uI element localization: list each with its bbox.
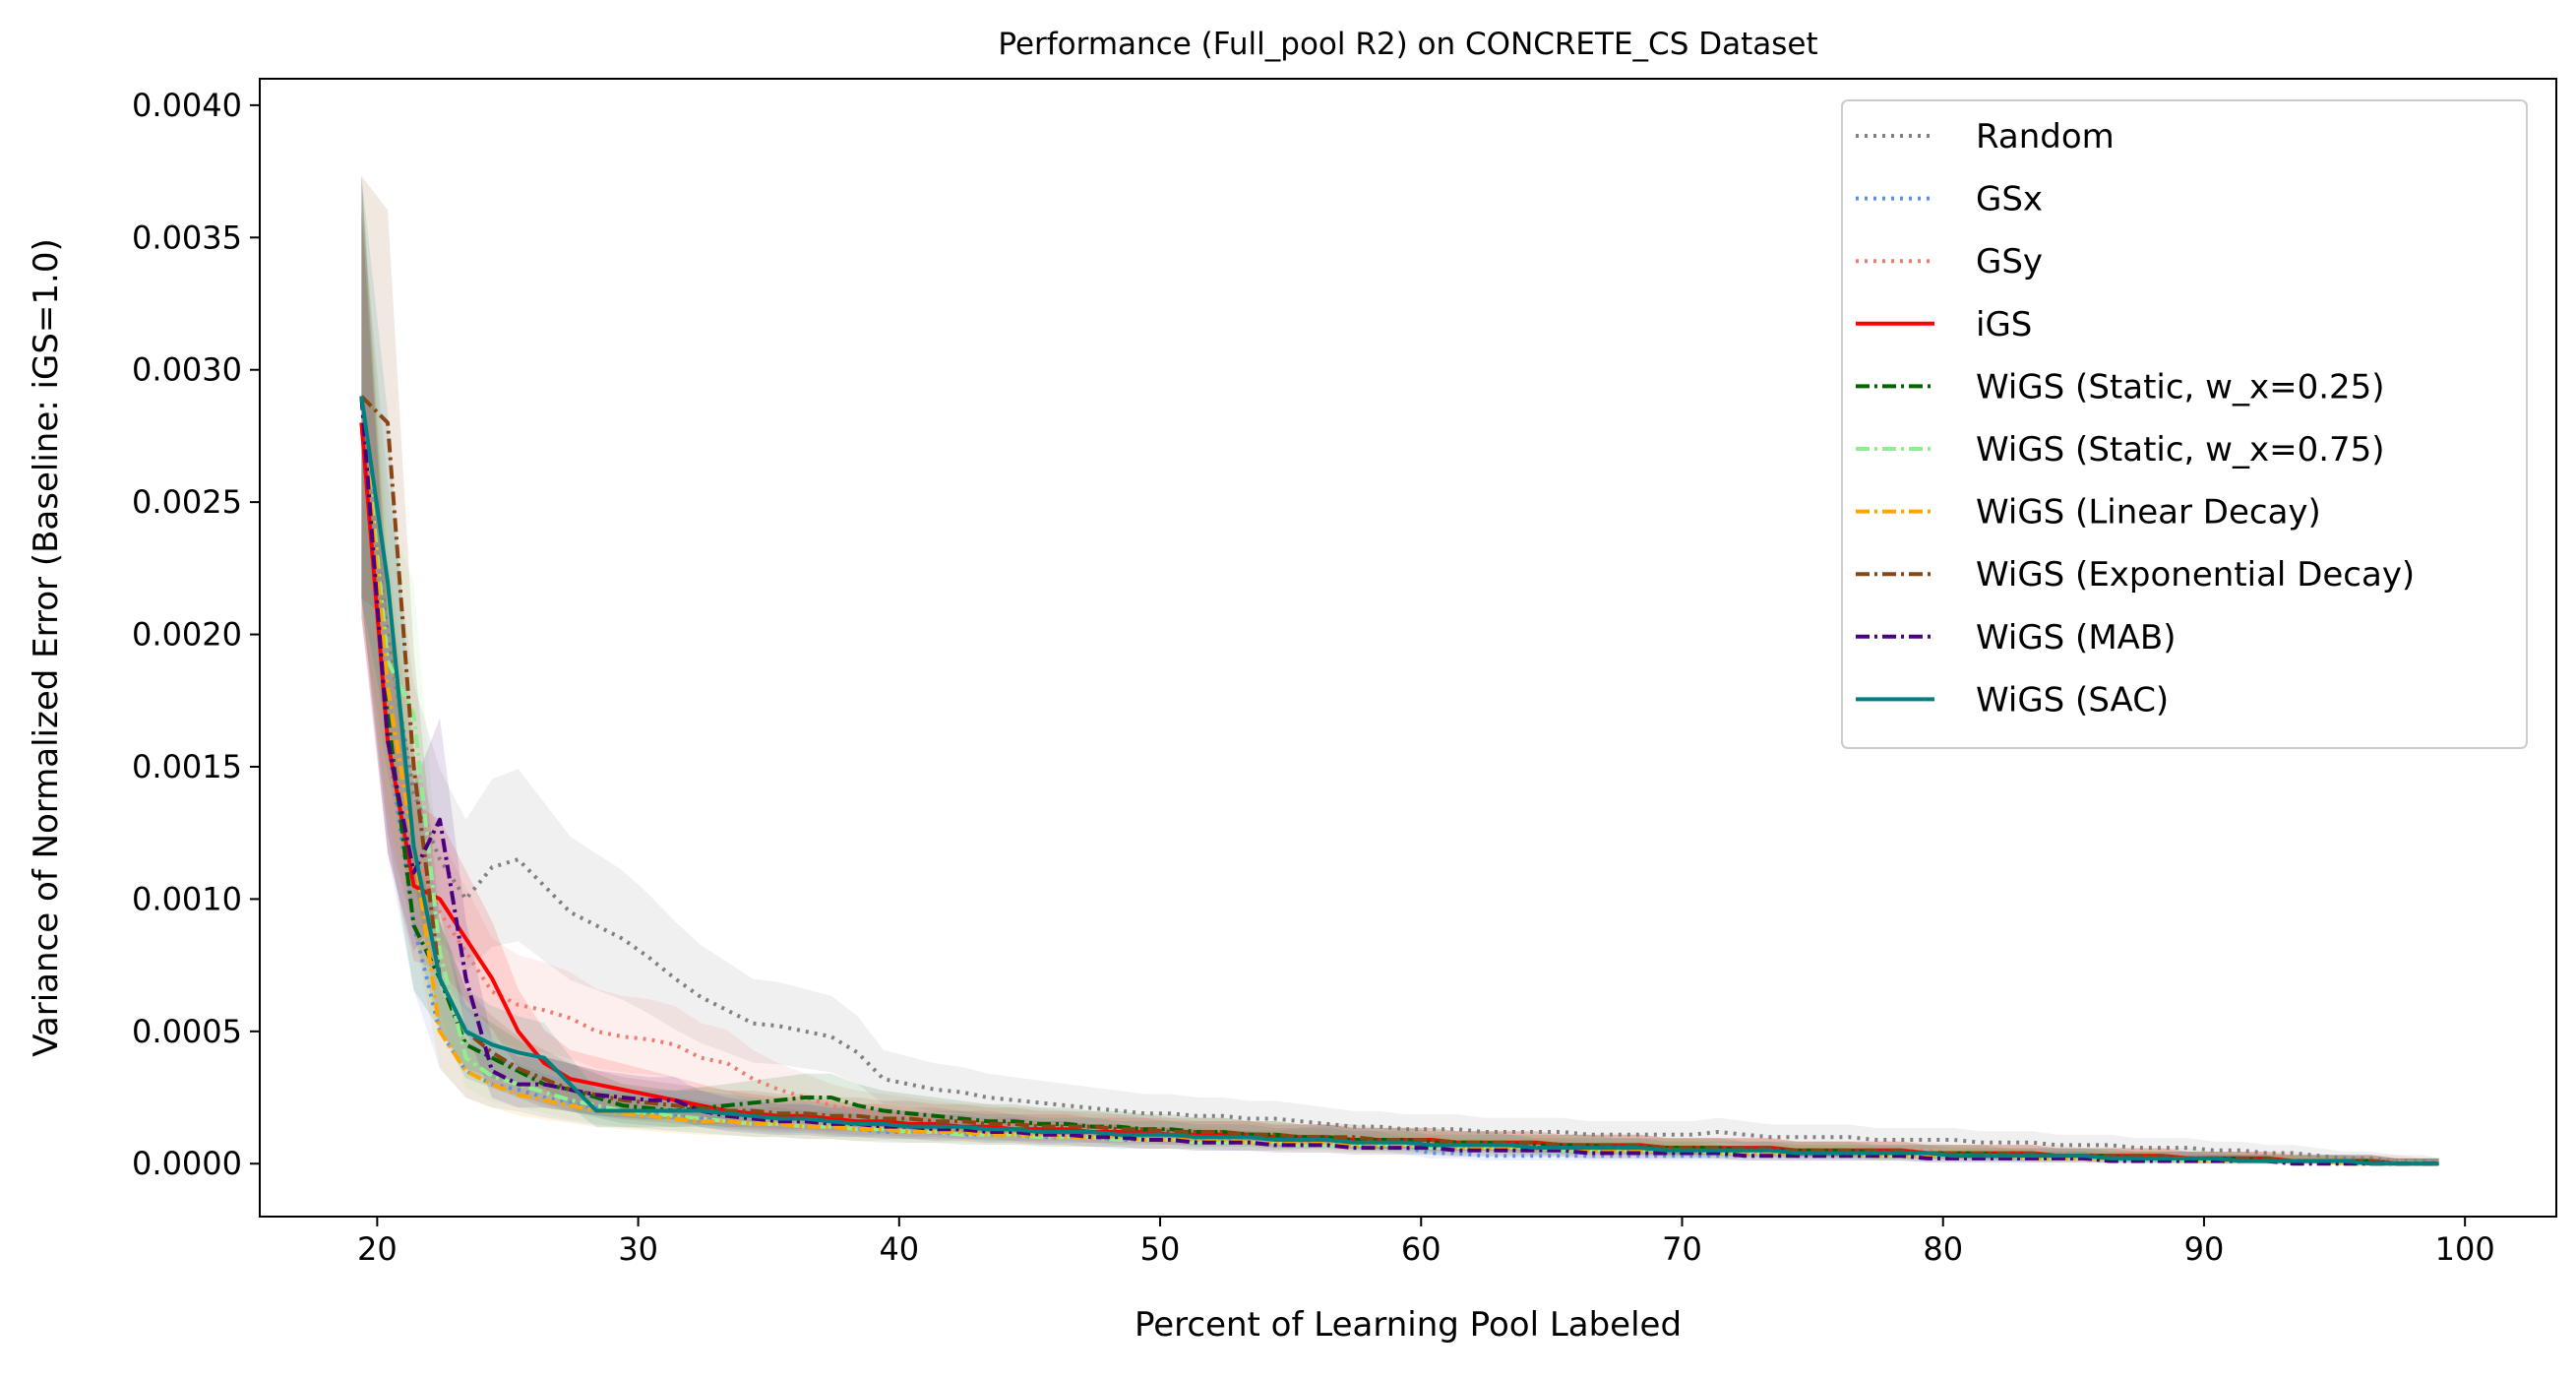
x-tick-label: 20 bbox=[357, 1230, 398, 1268]
y-tick-label: 0.0035 bbox=[132, 219, 242, 256]
y-tick-label: 0.0000 bbox=[132, 1145, 242, 1182]
x-tick-label: 80 bbox=[1923, 1230, 1963, 1268]
x-tick-label: 40 bbox=[879, 1230, 919, 1268]
x-tick-label: 50 bbox=[1140, 1230, 1181, 1268]
confidence-bands bbox=[361, 175, 2439, 1164]
legend-label: WiGS (Exponential Decay) bbox=[1976, 555, 2415, 595]
legend-label: iGS bbox=[1976, 305, 2032, 345]
x-tick-label: 30 bbox=[618, 1230, 658, 1268]
y-tick-label: 0.0025 bbox=[132, 483, 242, 521]
band-wigs-sac bbox=[361, 175, 2439, 1164]
x-tick-label: 70 bbox=[1662, 1230, 1702, 1268]
y-tick-label: 0.0040 bbox=[132, 87, 242, 124]
legend-label: WiGS (MAB) bbox=[1976, 618, 2177, 658]
x-tick-label: 100 bbox=[2435, 1230, 2495, 1268]
legend-label: GSx bbox=[1976, 180, 2043, 219]
band-wigs-static-w-x-0-25 bbox=[361, 175, 2439, 1164]
y-tick-label: 0.0015 bbox=[132, 748, 242, 785]
x-tick-label: 90 bbox=[2184, 1230, 2225, 1268]
legend: Random GSx GSy iGS WiGS (Static, w_x=0.25) Wi… bbox=[1841, 99, 2528, 749]
legend-label: WiGS (SAC) bbox=[1976, 680, 2169, 720]
legend-label: WiGS (Static, w_x=0.75) bbox=[1976, 430, 2385, 470]
series-line-wigs-sac bbox=[359, 396, 2439, 1166]
y-tick-label: 0.0005 bbox=[132, 1013, 242, 1050]
y-tick-label: 0.0010 bbox=[132, 880, 242, 917]
series-line-wigs-exponential-decay bbox=[359, 395, 2439, 1166]
band-wigs-mab bbox=[361, 175, 2439, 1164]
legend-label: WiGS (Linear Decay) bbox=[1976, 493, 2321, 533]
legend-label: WiGS (Static, w_x=0.25) bbox=[1976, 367, 2385, 407]
series-lines bbox=[359, 395, 2439, 1166]
y-tick-label: 0.0020 bbox=[132, 616, 242, 654]
y-axis: 0.0000 0.0005 0.0010 0.0015 0.0020 0.0025 0.00… bbox=[132, 87, 260, 1182]
y-tick-label: 0.0030 bbox=[132, 351, 242, 389]
x-axis-label: Percent of Learning Pool Labeled bbox=[1135, 1305, 1682, 1345]
y-axis-label: Variance of Normalized Error (Baseline: … bbox=[27, 238, 66, 1056]
legend-label: GSy bbox=[1976, 242, 2043, 282]
band-wigs-exponential-decay bbox=[361, 175, 2439, 1164]
chart-title: Performance (Full_pool R2) on CONCRETE_C… bbox=[998, 27, 1817, 62]
x-tick-label: 60 bbox=[1401, 1230, 1441, 1268]
legend-label: Random bbox=[1976, 117, 2115, 157]
plot-frame bbox=[259, 78, 2557, 1218]
legend-box bbox=[1841, 99, 2528, 749]
x-axis: 20 30 40 50 60 70 80 90 100 bbox=[357, 1217, 2495, 1268]
band-igs bbox=[361, 210, 2439, 1164]
